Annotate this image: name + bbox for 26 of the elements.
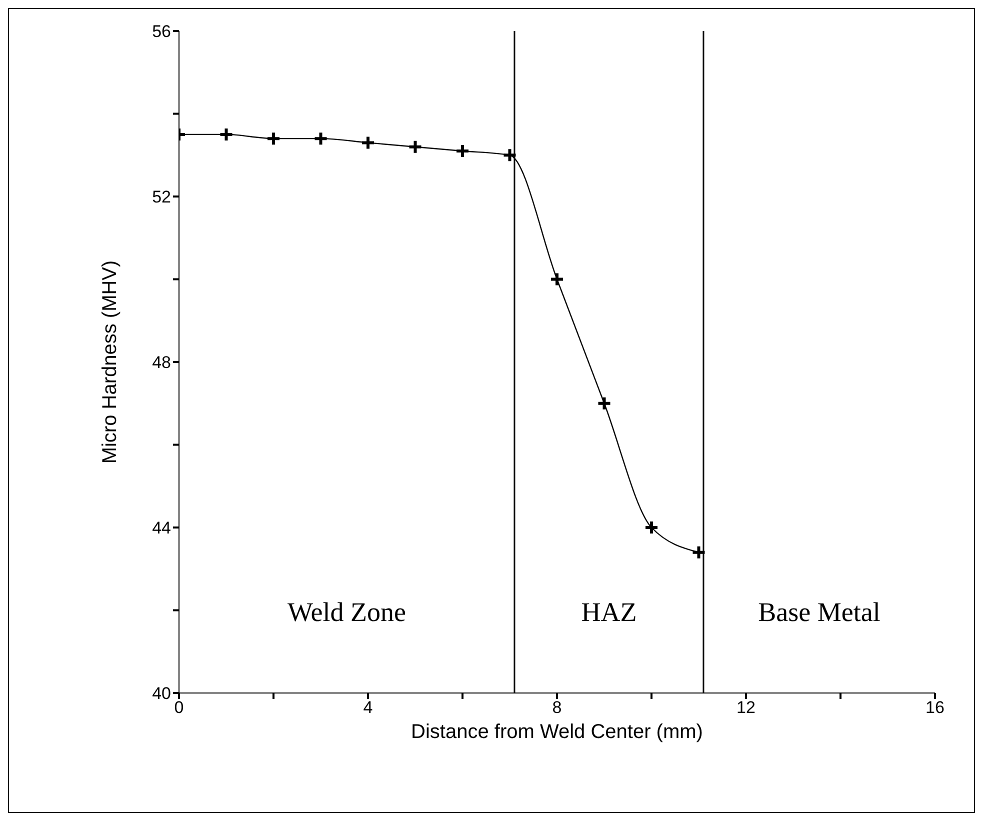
point [313, 131, 328, 146]
point [266, 131, 281, 146]
y-tick-label: 48 [152, 353, 171, 372]
y-tick-label: 56 [152, 22, 171, 42]
point [360, 135, 376, 150]
point [218, 126, 234, 142]
point [596, 396, 612, 411]
x-tick-label: 8 [552, 698, 562, 718]
point [502, 148, 518, 163]
x-axis-title: Distance from Weld Center (mm) [411, 721, 703, 743]
point [455, 143, 470, 158]
point [691, 544, 706, 560]
y-axis-title: Micro Hardness (MHV) [99, 260, 122, 464]
y-tick-label: 44 [152, 518, 171, 538]
point [644, 520, 659, 535]
point [550, 272, 564, 287]
annotation: HAZ [581, 597, 637, 627]
x-tick-label: 4 [363, 698, 373, 718]
point [408, 139, 423, 154]
x-tick-label: 0 [174, 698, 184, 718]
annotation: Base Metal [758, 597, 880, 627]
y-tick-label: 40 [152, 684, 171, 704]
y-tick-label: 52 [152, 188, 171, 207]
x-tick-label: 12 [736, 698, 756, 718]
annotation: Weld Zone [287, 597, 406, 627]
x-tick-label: 16 [926, 698, 944, 718]
